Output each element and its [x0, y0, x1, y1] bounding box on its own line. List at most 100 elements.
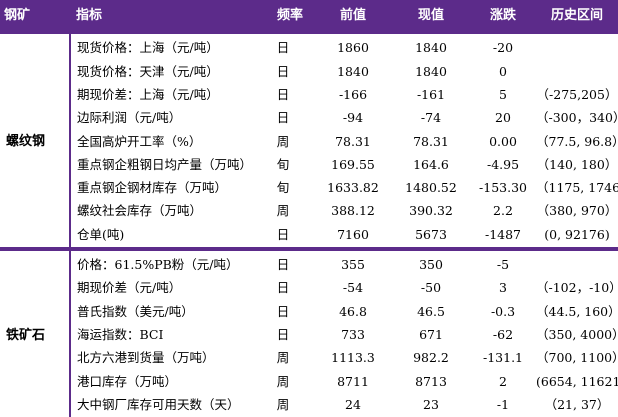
frequency-cell: 日	[276, 326, 290, 342]
section-gap-cell	[70, 250, 618, 254]
indicator-name-cell: 仓单(吨)	[77, 226, 125, 242]
table-row: 大中钢厂库存可用天数（天） 周 24 23 -1 （21, 37）	[0, 393, 618, 416]
table-row: 螺纹钢 现货价格：上海（元/吨） 日 1860 1840 -20	[0, 37, 618, 247]
change-value-cell: 3	[499, 280, 507, 296]
historical-range-cell: （77.5, 96.8）	[536, 133, 618, 149]
previous-value-cell: 46.8	[339, 303, 367, 319]
section-gap-cell	[0, 34, 71, 37]
previous-value-cell: -54	[342, 280, 364, 296]
historical-range-cell: （140, 180）	[536, 156, 618, 172]
indicator-name-cell: 现货价格：上海（元/吨）	[77, 40, 219, 56]
table-row: 北方六港到货量（万吨） 周 1113.3 982.2 -131.1 （700, 1100）	[0, 347, 618, 370]
table-header-row: 钢矿 指标 频率 前值 现值 涨跌 历史区间	[0, 0, 618, 30]
current-value-cell: -50	[420, 280, 442, 296]
frequency-cell: 日	[276, 40, 290, 56]
historical-range-cell: （380, 970）	[536, 203, 618, 219]
previous-value-cell: 8711	[337, 373, 369, 389]
current-value-cell: -161	[416, 86, 446, 102]
header-category: 钢矿	[0, 0, 70, 30]
change-value-cell: 5	[499, 86, 507, 102]
frequency-cell: 周	[276, 350, 290, 366]
historical-range-cell: （700, 1100）	[536, 350, 618, 366]
previous-value-cell: 1840	[337, 63, 369, 79]
current-value-cell: 390.32	[409, 203, 453, 219]
change-value-cell: 0.00	[489, 133, 517, 149]
historical-range-cell: （1175, 1746）	[536, 180, 618, 196]
current-value-cell: -74	[420, 110, 442, 126]
header-indicator: 指标	[70, 0, 266, 30]
section-gap	[0, 34, 618, 37]
previous-value-cell: 1860	[337, 40, 369, 56]
frequency-cell: 旬	[276, 156, 290, 172]
table-row: 仓单(吨) 日 7160 5673 -1487 (0, 92176)	[0, 223, 618, 246]
frequency-cell: 周	[276, 396, 290, 412]
current-value-cell: 23	[423, 396, 439, 412]
indicator-name-cell: 螺纹社会库存（万吨）	[77, 203, 203, 219]
historical-range-cell: （-300，340）	[536, 110, 618, 126]
header-current: 现值	[392, 0, 470, 30]
indicator-name-cell: 普氏指数（美元/吨）	[77, 303, 194, 319]
frequency-cell: 旬	[276, 180, 290, 196]
frequency-cell: 日	[276, 63, 290, 79]
indicator-name-cell: 现货价格：天津（元/吨）	[77, 63, 219, 79]
previous-value-cell: 24	[345, 396, 361, 412]
previous-value-cell: 355	[341, 257, 365, 273]
header-previous: 前值	[314, 0, 392, 30]
table-row: 现货价格：天津（元/吨） 日 1840 1840 0	[0, 60, 618, 83]
historical-range-cell: （350, 4000）	[536, 326, 618, 342]
change-value-cell: -4.95	[486, 156, 520, 172]
historical-range-cell	[536, 37, 618, 60]
table-row: 重点钢企粗钢日均产量（万吨） 旬 169.55 164.6 -4.95 （140, 180…	[0, 153, 618, 176]
section-separator	[0, 30, 618, 34]
section-category-label: 螺纹钢	[0, 37, 71, 247]
frequency-cell: 日	[276, 280, 290, 296]
previous-value-cell: 169.55	[331, 156, 375, 172]
change-value-cell: -0.3	[490, 303, 516, 319]
frequency-cell: 日	[276, 257, 290, 273]
change-value-cell: 20	[495, 110, 511, 126]
indicator-name-cell: 大中钢厂库存可用天数（天）	[77, 396, 240, 412]
indicator-name-cell: 北方六港到货量（万吨）	[77, 350, 215, 366]
indicator-name-cell: 海运指数：BCI	[77, 326, 164, 342]
section-separator-bar	[0, 246, 618, 251]
previous-value-cell: 388.12	[331, 203, 375, 219]
change-value-cell: -131.1	[482, 350, 523, 366]
previous-value-cell: 78.31	[335, 133, 371, 149]
current-value-cell: 78.31	[413, 133, 449, 149]
table-row: 重点钢企钢材库存（万吨） 旬 1633.82 1480.52 -153.30 （1175,…	[0, 177, 618, 200]
header-frequency: 频率	[266, 0, 314, 30]
section-gap-cell	[70, 34, 618, 37]
historical-range-cell: （21, 37）	[544, 396, 610, 412]
header-range: 历史区间	[536, 0, 618, 30]
change-value-cell: -62	[492, 326, 514, 342]
indicator-name-cell: 期现价差：上海（元/吨）	[77, 86, 219, 102]
current-value-cell: 1480.52	[405, 180, 457, 196]
header-change: 涨跌	[470, 0, 536, 30]
current-value-cell: 982.2	[413, 350, 449, 366]
table-row: 边际利润（元/吨） 日 -94 -74 20 （-300，340）	[0, 107, 618, 130]
frequency-cell: 日	[276, 110, 290, 126]
previous-value-cell: -166	[338, 86, 368, 102]
indicator-name-cell: 重点钢企钢材库存（万吨）	[77, 180, 228, 196]
indicator-name-cell: 边际利润（元/吨）	[77, 110, 182, 126]
historical-range-cell	[536, 254, 618, 277]
current-value-cell: 5673	[415, 226, 447, 242]
table-row: 海运指数：BCI 日 733 671 -62 （350, 4000）	[0, 324, 618, 347]
current-value-cell: 671	[419, 326, 443, 342]
historical-range-cell: （-102，-10）	[536, 280, 618, 296]
historical-range-cell: （44.5, 160）	[536, 303, 618, 319]
frequency-cell: 周	[276, 133, 290, 149]
frequency-cell: 日	[276, 226, 290, 242]
indicator-name-cell: 重点钢企粗钢日均产量（万吨）	[77, 156, 253, 172]
section-category-label: 铁矿石	[0, 253, 71, 417]
indicator-name-cell: 港口库存（万吨）	[77, 373, 178, 389]
frequency-cell: 周	[276, 373, 290, 389]
previous-value-cell: 733	[341, 326, 365, 342]
historical-range-cell: (6654, 11621)	[536, 373, 618, 389]
table-row: 港口库存（万吨） 周 8711 8713 2 (6654, 11621)	[0, 370, 618, 393]
frequency-cell: 日	[276, 86, 290, 102]
current-value-cell: 350	[419, 257, 443, 273]
change-value-cell: -1487	[484, 226, 522, 242]
change-value-cell: -1	[496, 396, 510, 412]
